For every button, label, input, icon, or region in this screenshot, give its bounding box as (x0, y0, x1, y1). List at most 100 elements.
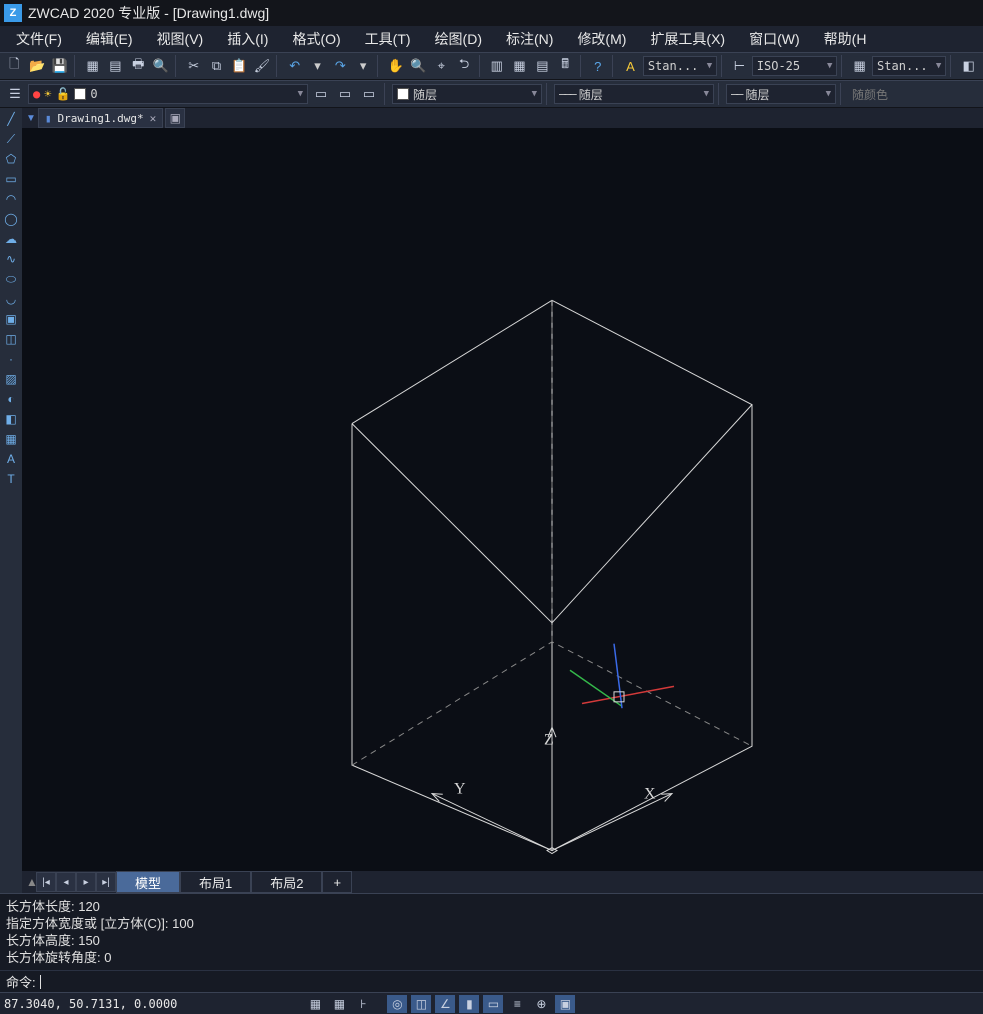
poly-icon[interactable]: ⬠ (2, 150, 20, 168)
tool-pal-icon[interactable]: ▤ (532, 55, 553, 77)
menu-edit[interactable]: 编辑(E) (74, 26, 145, 52)
spline-icon[interactable]: ∿ (2, 250, 20, 268)
layer-mgr-icon[interactable]: ☰ (4, 83, 26, 105)
lineweight-combo[interactable]: —— 随层 ▼ (726, 84, 836, 104)
matchprop-icon[interactable]: 🖌 (252, 55, 273, 77)
mtext-icon[interactable]: A (2, 450, 20, 468)
tab-next-icon[interactable]: ▸ (76, 872, 96, 892)
tab-prev-icon[interactable]: ◂ (56, 872, 76, 892)
close-tab-icon[interactable]: ✕ (150, 112, 157, 125)
text-style-combo[interactable]: Stan... ▼ (643, 56, 717, 76)
tbl-style-combo[interactable]: Stan... ▼ (872, 56, 946, 76)
cloud-icon[interactable]: ☁ (2, 230, 20, 248)
sheet-icon[interactable]: ▦ (82, 55, 103, 77)
region-icon[interactable]: ◧ (2, 410, 20, 428)
cycle-icon[interactable]: ⊕ (531, 995, 551, 1013)
osnap-icon[interactable]: ◫ (411, 995, 431, 1013)
menu-modify[interactable]: 修改(M) (565, 26, 638, 52)
otrack-icon[interactable]: ∠ (435, 995, 455, 1013)
layer-prev-icon[interactable]: ▭ (310, 83, 332, 105)
menu-format[interactable]: 格式(O) (280, 26, 352, 52)
layer-state-icon[interactable]: ▭ (334, 83, 356, 105)
lineweight-icon: —— (731, 87, 741, 101)
calc-icon[interactable]: 🖩 (555, 55, 576, 77)
menu-file[interactable]: 文件(F) (4, 26, 74, 52)
tab-last-icon[interactable]: ▸| (96, 872, 116, 892)
open-icon[interactable]: 📂 (27, 55, 48, 77)
wblock-icon[interactable]: ◫ (2, 330, 20, 348)
arc-icon[interactable]: ◠ (2, 190, 20, 208)
extra-icon[interactable]: ◧ (958, 55, 979, 77)
layer-combo[interactable]: ● ☀ 🔓 0 ▼ (28, 84, 308, 104)
zoom-prev-icon[interactable]: ⮌ (454, 55, 475, 77)
qp-icon[interactable]: ▣ (555, 995, 575, 1013)
tab-add-layout[interactable]: + (322, 871, 352, 893)
tab-first-icon[interactable]: |◂ (36, 872, 56, 892)
earc-icon[interactable]: ◡ (2, 290, 20, 308)
pline-icon[interactable]: ⟋ (2, 130, 20, 148)
menu-help[interactable]: 帮助(H (812, 26, 879, 52)
pan-icon[interactable]: ✋ (385, 55, 406, 77)
menu-tools[interactable]: 工具(T) (353, 26, 423, 52)
props-icon[interactable]: ▥ (486, 55, 507, 77)
cut-icon[interactable]: ✂ (183, 55, 204, 77)
print-icon[interactable]: 🖶 (128, 55, 149, 77)
color-combo[interactable]: 随层 ▼ (392, 84, 542, 104)
new-icon[interactable]: 🗋 (4, 55, 25, 77)
tab-model[interactable]: 模型 (116, 871, 180, 893)
copy-icon[interactable]: ⧉ (206, 55, 227, 77)
menu-draw[interactable]: 绘图(D) (423, 26, 494, 52)
snap-grid-icon[interactable]: ▦ (305, 995, 325, 1013)
circle-icon[interactable]: ◯ (2, 210, 20, 228)
paste-icon[interactable]: 📋 (229, 55, 250, 77)
drawing-canvas[interactable]: XYZ (22, 128, 983, 871)
help-icon[interactable]: ? (587, 55, 608, 77)
table-icon[interactable]: ▦ (2, 430, 20, 448)
dim-style-value: ISO-25 (757, 59, 800, 73)
lwt-icon[interactable]: ▮ (459, 995, 479, 1013)
save-icon[interactable]: 💾 (50, 55, 71, 77)
tri-up-icon[interactable]: ▲ (26, 875, 36, 889)
line-icon[interactable]: ╱ (2, 110, 20, 128)
design-icon[interactable]: ▦ (509, 55, 530, 77)
polar-icon[interactable]: ◎ (387, 995, 407, 1013)
preview-icon[interactable]: 🔍 (151, 55, 172, 77)
zoom-win-icon[interactable]: ⌖ (431, 55, 452, 77)
command-input[interactable]: 命令: (0, 970, 983, 992)
file-tab-active[interactable]: ▮ Drawing1.dwg* ✕ (38, 108, 163, 128)
undo-dd-icon[interactable]: ▾ (307, 55, 328, 77)
menu-view[interactable]: 视图(V) (145, 26, 216, 52)
menu-ext[interactable]: 扩展工具(X) (638, 26, 737, 52)
tbl-style-icon[interactable]: ▦ (849, 55, 870, 77)
layer-iso-icon[interactable]: ▭ (358, 83, 380, 105)
linetype-combo[interactable]: ——— 随层 ▼ (554, 84, 714, 104)
menu-window[interactable]: 窗口(W) (737, 26, 812, 52)
new-tab-button[interactable]: ▣ (165, 108, 185, 128)
grid-icon[interactable]: ▦ (329, 995, 349, 1013)
dim-style-combo[interactable]: ISO-25 ▼ (752, 56, 838, 76)
dim-style-icon[interactable]: ⊢ (729, 55, 750, 77)
block-icon[interactable]: ▣ (2, 310, 20, 328)
dyn-icon[interactable]: ▭ (483, 995, 503, 1013)
redo-icon[interactable]: ↷ (330, 55, 351, 77)
menu-insert[interactable]: 插入(I) (215, 26, 280, 52)
text-style-icon[interactable]: A (620, 55, 641, 77)
point-icon[interactable]: · (2, 350, 20, 368)
ellipse-icon[interactable]: ⬭ (2, 270, 20, 288)
rect-icon[interactable]: ▭ (2, 170, 20, 188)
grad-icon[interactable]: ◐ (2, 390, 20, 408)
color-value: 随层 (413, 86, 437, 103)
zoom-rt-icon[interactable]: 🔍 (408, 55, 429, 77)
ortho-icon[interactable]: ⊦ (353, 995, 373, 1013)
hatch-icon[interactable]: ▨ (2, 370, 20, 388)
sheet2-icon[interactable]: ▤ (105, 55, 126, 77)
redo-dd-icon[interactable]: ▾ (353, 55, 374, 77)
tab-layout2[interactable]: 布局2 (251, 871, 322, 893)
tab-chevron-icon[interactable]: ▼ (26, 113, 36, 124)
model-icon[interactable]: ≡ (507, 995, 527, 1013)
text-icon[interactable]: T (2, 470, 20, 488)
tab-layout1[interactable]: 布局1 (180, 871, 251, 893)
undo-icon[interactable]: ↶ (284, 55, 305, 77)
menu-dim[interactable]: 标注(N) (494, 26, 565, 52)
cmd-line: 长方体高度: 150 (6, 932, 977, 949)
